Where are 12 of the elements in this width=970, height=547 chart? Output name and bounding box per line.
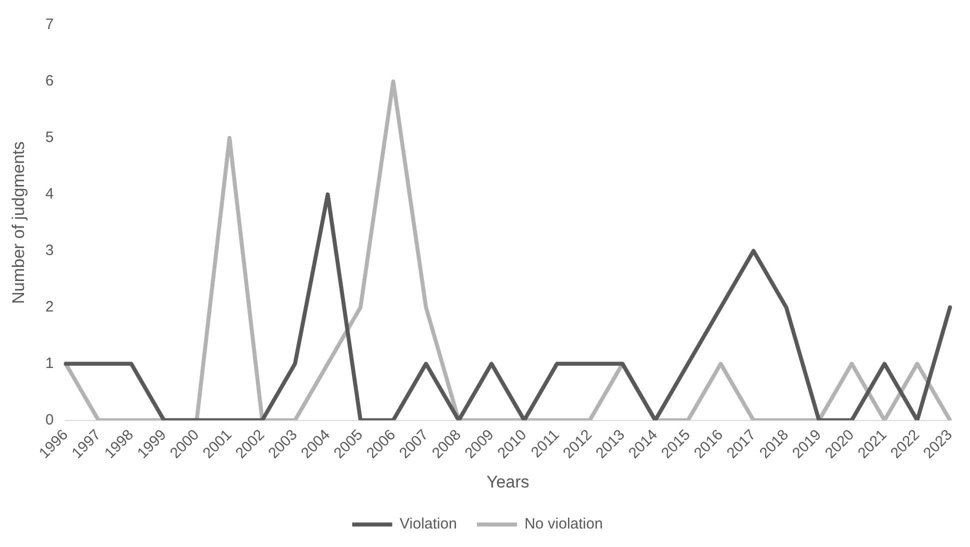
y-tick-label: 1 — [45, 354, 54, 372]
y-tick-label: 3 — [45, 242, 54, 260]
legend-label: Violation — [400, 516, 457, 533]
y-tick-label: 7 — [45, 16, 54, 34]
y-tick-label: 4 — [45, 186, 54, 203]
y-axis-title: Number of judgments — [8, 141, 28, 304]
x-axis-title: Years — [486, 472, 530, 492]
y-tick-label: 6 — [45, 72, 54, 90]
y-tick-label: 0 — [45, 411, 54, 428]
legend-label: No violation — [524, 516, 603, 533]
y-tick-label: 5 — [45, 129, 54, 146]
y-tick-label: 2 — [45, 298, 54, 316]
